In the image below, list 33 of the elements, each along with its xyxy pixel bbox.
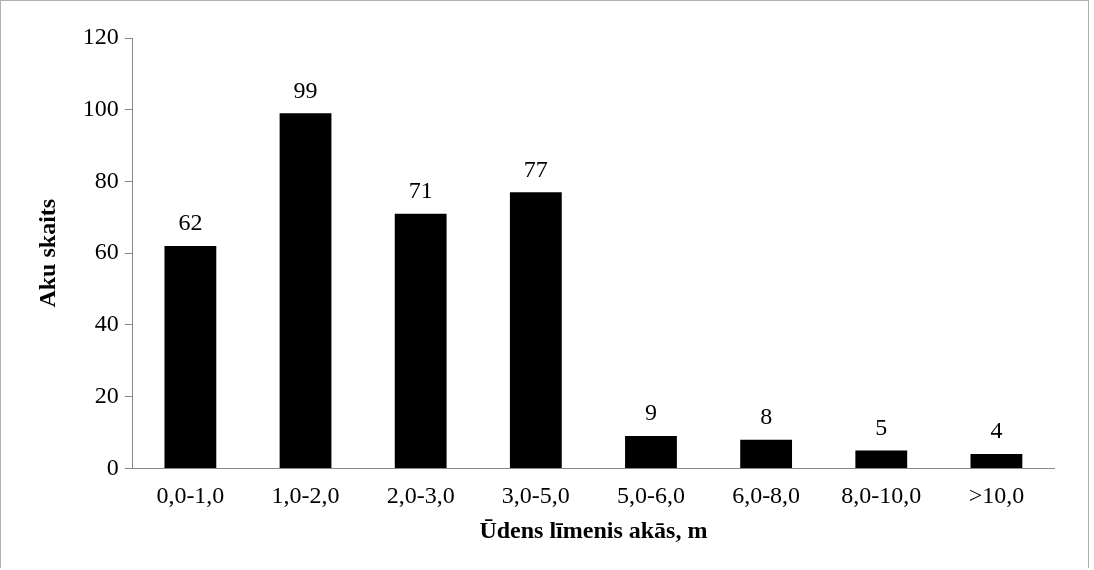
bar xyxy=(855,450,908,468)
y-tick-label: 20 xyxy=(94,381,119,408)
bar xyxy=(279,113,332,468)
bar xyxy=(509,192,562,468)
y-tick-label: 0 xyxy=(106,453,119,480)
x-tick-label: 3,0-5,0 xyxy=(501,482,570,509)
x-tick-label: >10,0 xyxy=(968,482,1025,509)
data-label: 62 xyxy=(178,209,203,236)
bar xyxy=(394,213,447,468)
data-label: 8 xyxy=(760,403,773,429)
x-tick-label: 5,0-6,0 xyxy=(616,482,685,509)
data-label: 9 xyxy=(644,399,657,426)
data-label: 4 xyxy=(990,417,1003,444)
data-label: 99 xyxy=(293,76,318,103)
y-tick-label: 40 xyxy=(94,310,119,337)
x-tick-label: 6,0-8,0 xyxy=(732,482,801,509)
y-tick-label: 100 xyxy=(82,95,119,122)
y-tick-label: 80 xyxy=(94,166,119,193)
x-tick-label: 1,0-2,0 xyxy=(271,482,340,509)
x-tick-label: 8,0-10,0 xyxy=(841,482,922,509)
bar xyxy=(740,439,793,468)
y-tick-label: 60 xyxy=(94,238,119,265)
data-label: 5 xyxy=(875,413,888,440)
data-label: 77 xyxy=(523,155,548,182)
bar xyxy=(164,246,217,468)
bar xyxy=(625,436,677,468)
y-axis-title: Aku skaits xyxy=(33,198,60,308)
x-axis-title: Ūdens līmenis akās, m xyxy=(479,516,708,543)
y-tick-label: 120 xyxy=(82,23,119,50)
x-tick-label: 2,0-3,0 xyxy=(386,482,455,509)
data-label: 71 xyxy=(408,177,433,204)
bar xyxy=(970,454,1023,468)
x-tick-label: 0,0-1,0 xyxy=(156,482,225,509)
